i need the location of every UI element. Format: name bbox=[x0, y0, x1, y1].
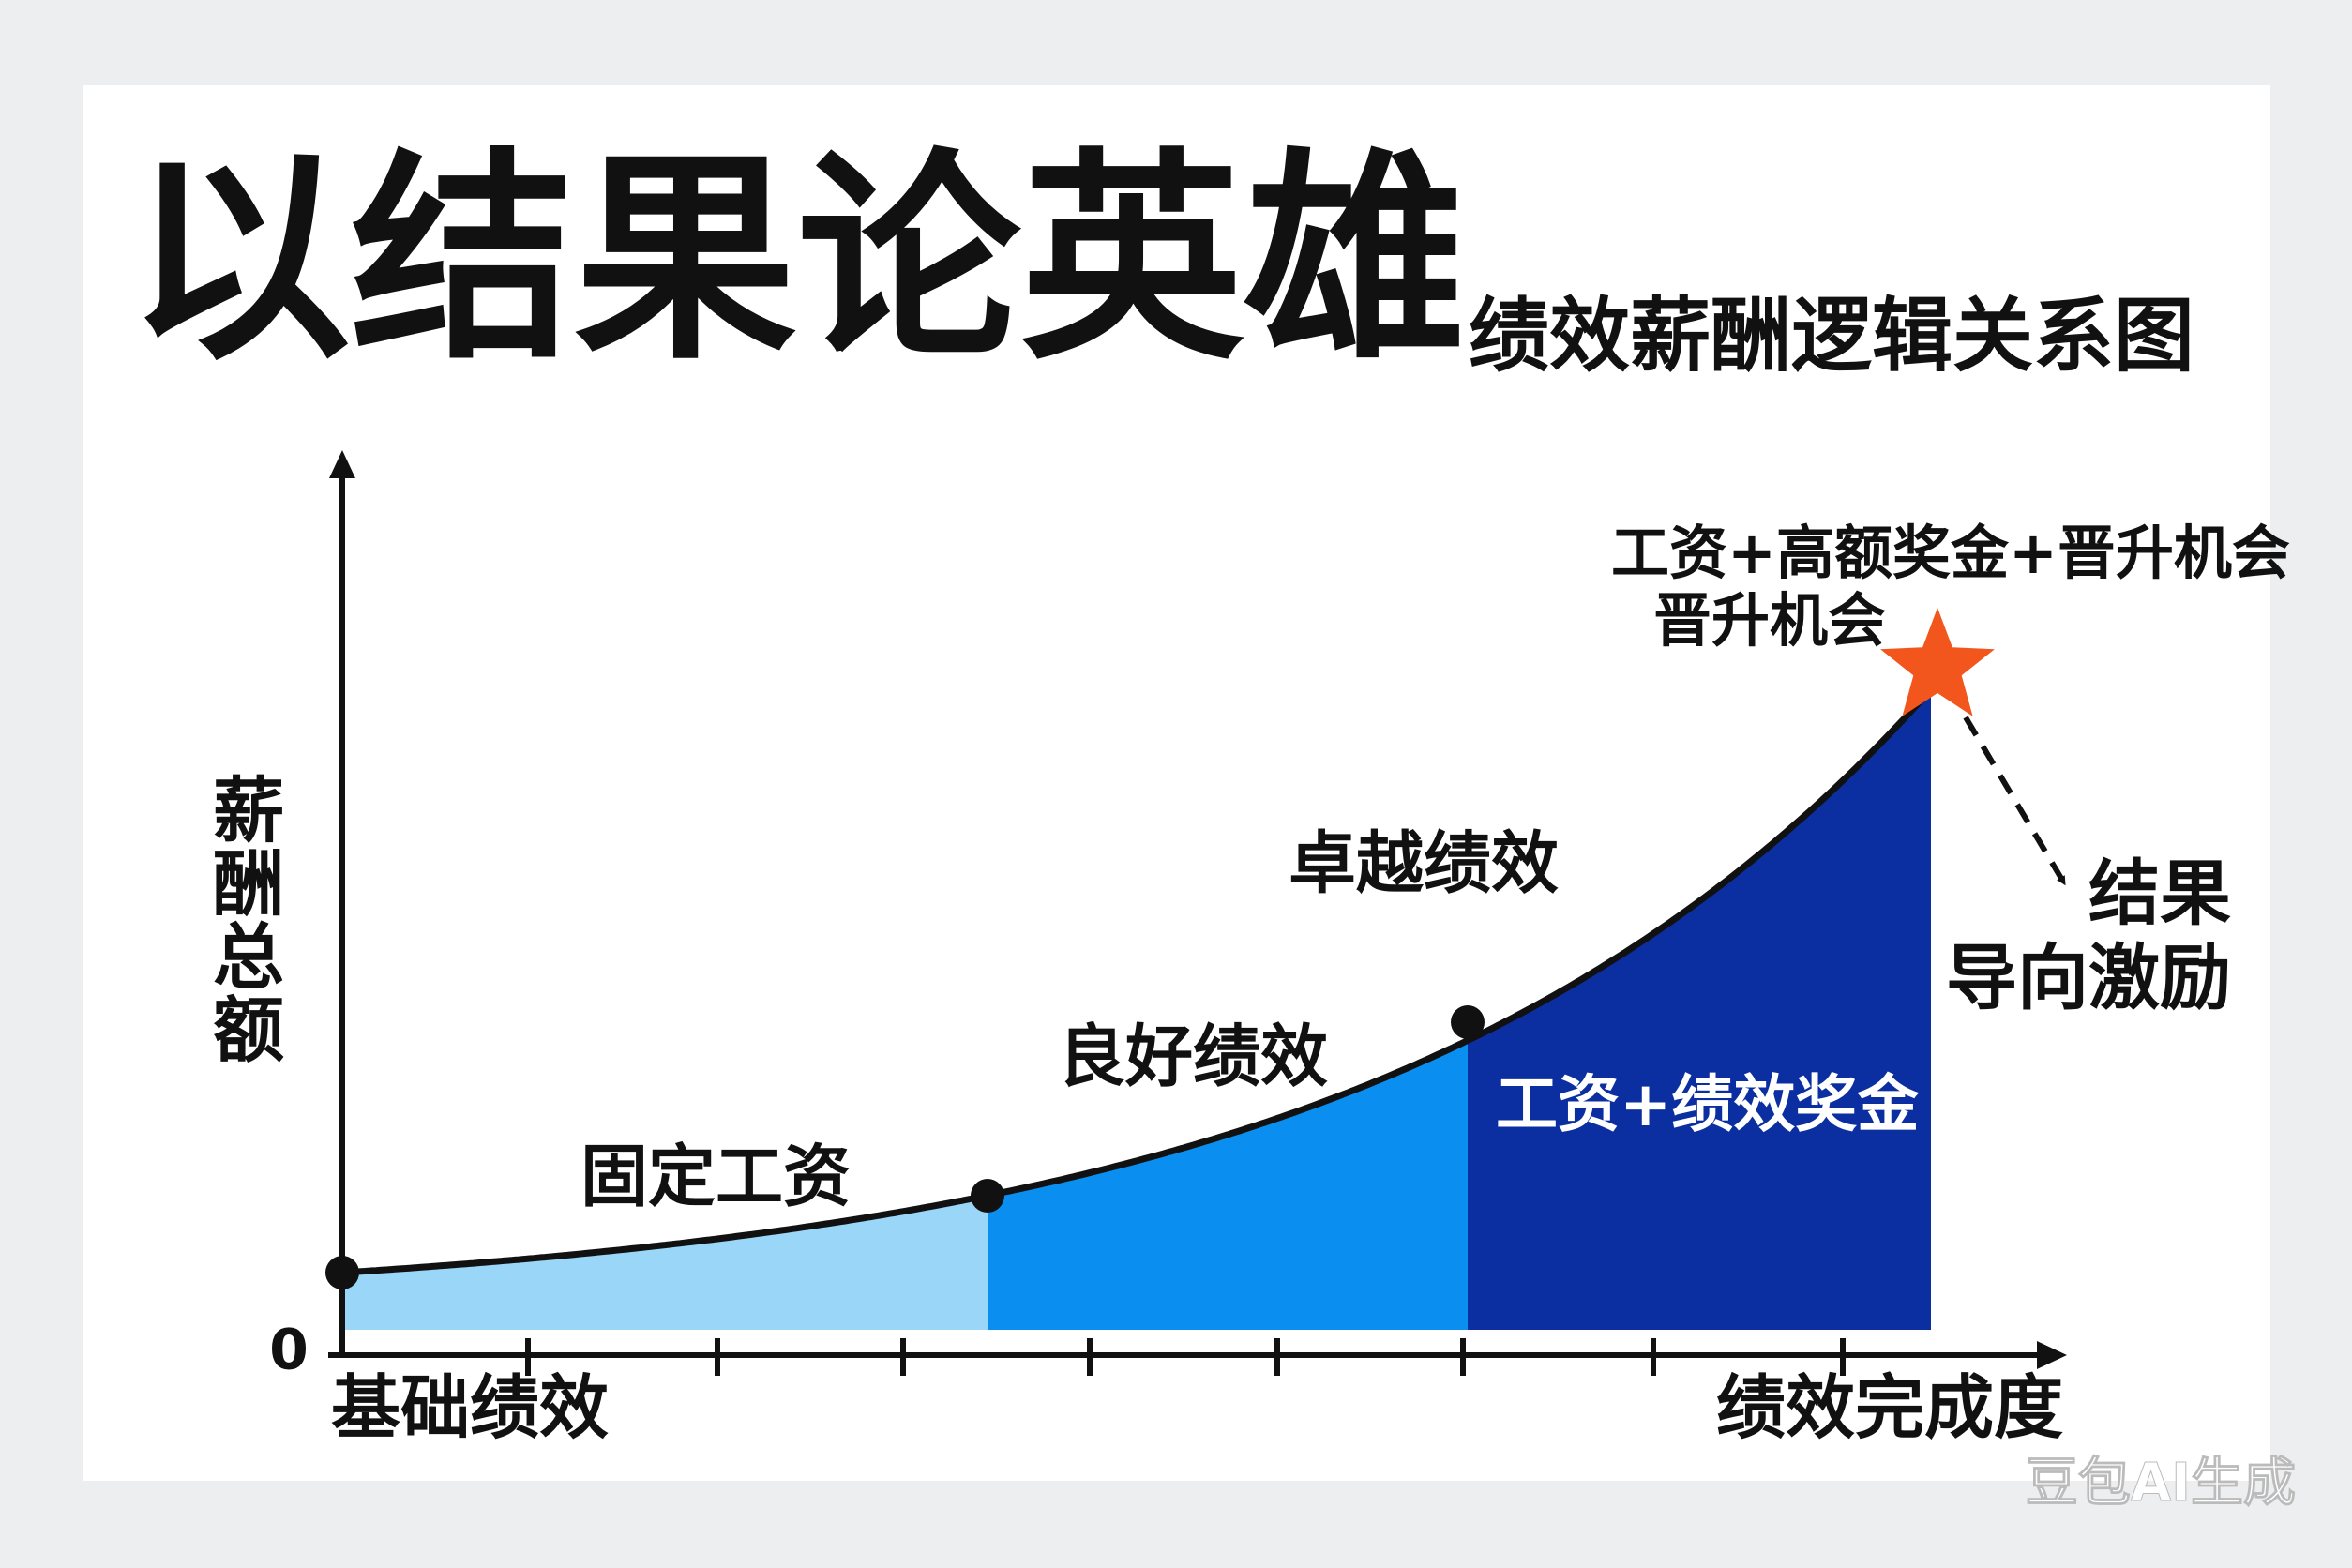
peak-label: 工资+高额奖金+晋升机会 bbox=[1611, 519, 2290, 587]
result-label: 结果 bbox=[2088, 852, 2231, 935]
x-arrow bbox=[2037, 1341, 2067, 1369]
y-arrow bbox=[329, 450, 355, 478]
region-label: 工资+绩效奖金 bbox=[1496, 1068, 1920, 1140]
star bbox=[1880, 608, 1995, 716]
result-label: 导向激励 bbox=[1946, 936, 2231, 1019]
region-good bbox=[988, 1040, 1468, 1330]
point bbox=[971, 1179, 1004, 1213]
x-end-label: 绩效完成度 bbox=[1716, 1368, 2063, 1449]
x-start-label: 基础绩效 bbox=[331, 1368, 609, 1449]
x-ticks bbox=[525, 1338, 1846, 1376]
stage-label: 固定工资 bbox=[580, 1138, 851, 1216]
point bbox=[1451, 1005, 1485, 1039]
point bbox=[325, 1256, 359, 1289]
region-excellent bbox=[1468, 689, 1931, 1330]
curve bbox=[341, 684, 1937, 1276]
stage-label: 卓越绩效 bbox=[1289, 824, 1559, 903]
peak-label: 晋升机会 bbox=[1653, 586, 1886, 655]
stage-label: 良好绩效 bbox=[1058, 1018, 1328, 1096]
y-axis-label: 薪酬总额 bbox=[201, 773, 284, 1065]
title: 以结果论英雄 bbox=[128, 130, 1467, 390]
region-fixed bbox=[342, 1195, 988, 1330]
watermark: 豆包AI生成 bbox=[2026, 1453, 2296, 1514]
subtitle: 绩效薪酬逻辑关系图 bbox=[1469, 289, 2194, 383]
origin-label: 0 bbox=[269, 1318, 309, 1383]
